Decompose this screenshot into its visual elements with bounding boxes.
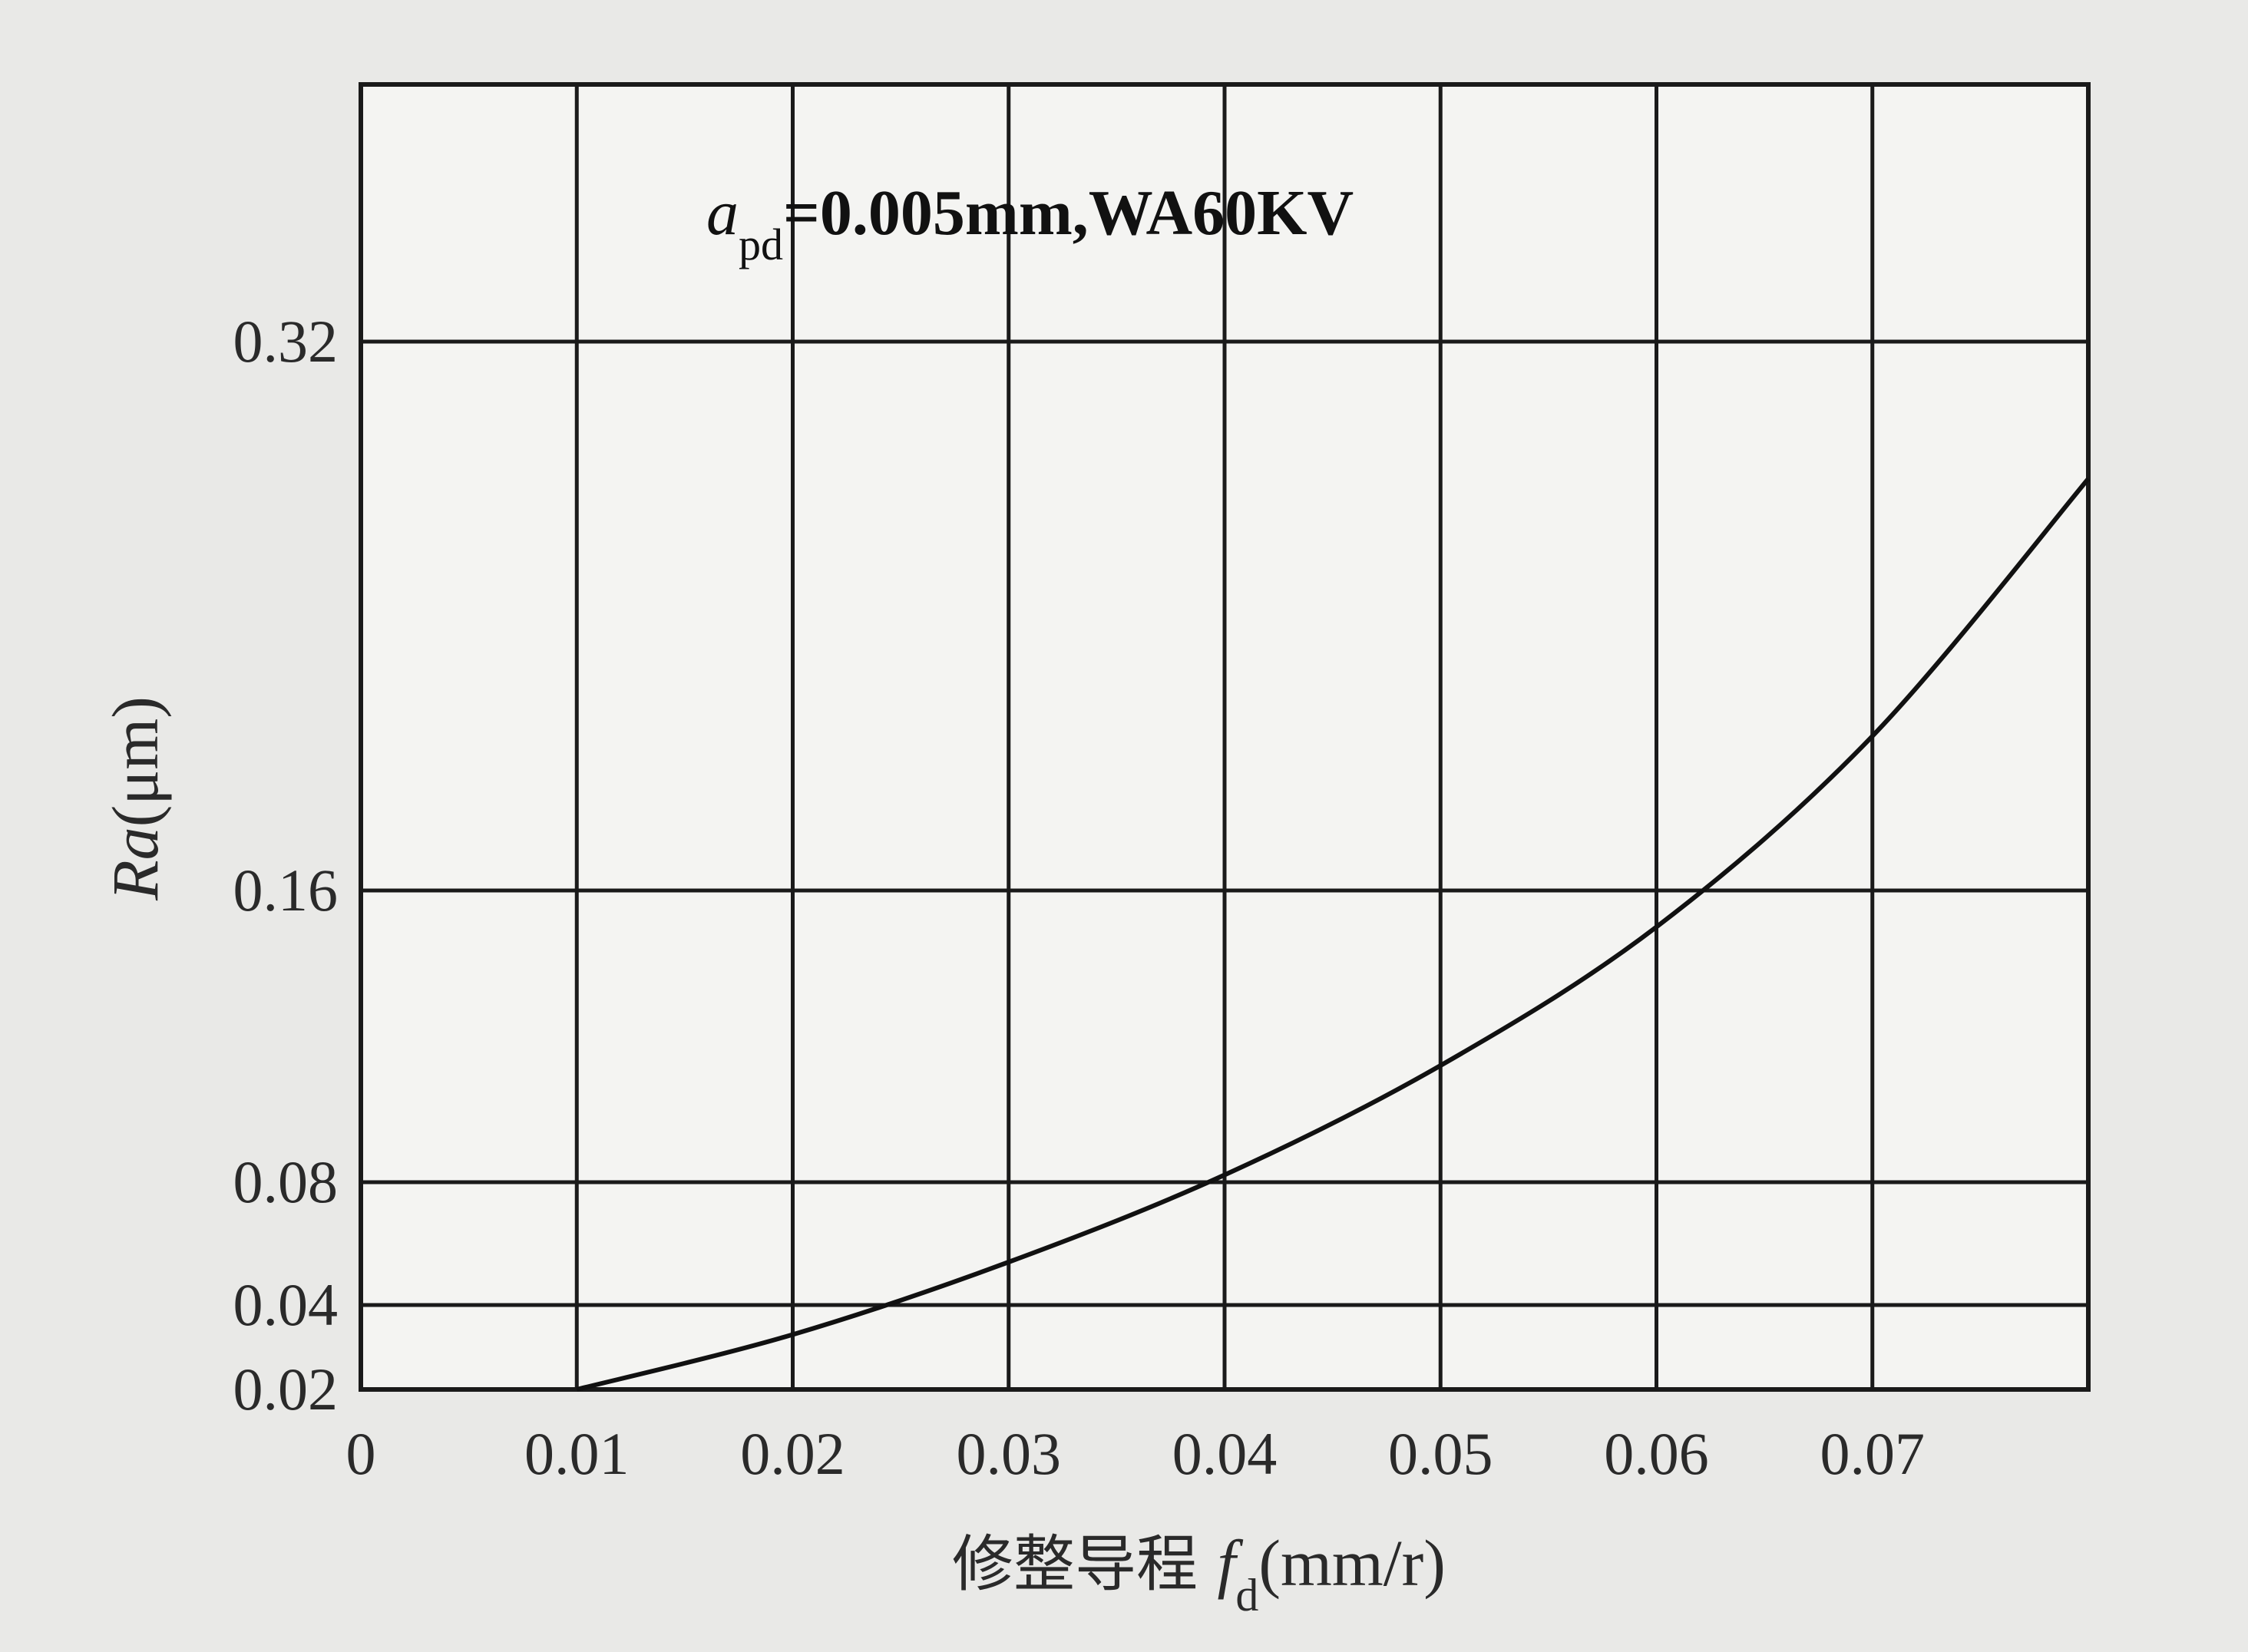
x-tick-label: 0.06 xyxy=(1604,1420,1709,1487)
x-axis-subscript: d xyxy=(1235,1570,1258,1621)
annotation-symbol: a xyxy=(706,177,739,249)
data-series-line xyxy=(576,477,2091,1392)
y-tick-labels: 0.02 0.04 0.08 0.16 0.32 xyxy=(233,308,339,1422)
x-tick-label: 0.01 xyxy=(524,1420,630,1487)
x-tick-label: 0.04 xyxy=(1172,1420,1278,1487)
annotation-text: =0.005mm,WA60KV xyxy=(783,177,1354,249)
annotation-label: apd=0.005mm,WA60KV xyxy=(706,177,1354,269)
annotation-subscript: pd xyxy=(739,220,783,269)
y-gridlines xyxy=(361,339,2088,1392)
y-axis-title: Ra(μm) xyxy=(98,696,172,901)
x-axis-title: 修整导程 fd(mm/r) xyxy=(952,1526,1446,1621)
x-tick-label: 0.05 xyxy=(1388,1420,1493,1487)
x-tick-label: 0.07 xyxy=(1820,1420,1926,1487)
x-tick-labels: 0 0.01 0.02 0.03 0.04 0.05 0.06 0.07 xyxy=(346,1420,1926,1487)
y-tick-label: 0.08 xyxy=(233,1148,339,1215)
x-tick-label: 0 xyxy=(346,1420,376,1487)
x-gridlines xyxy=(574,84,1875,1389)
y-tick-label: 0.32 xyxy=(233,308,339,375)
y-axis-unit: (μm) xyxy=(98,696,172,827)
x-axis-unit: (mm/r) xyxy=(1258,1526,1446,1600)
y-tick-label: 0.16 xyxy=(233,857,339,923)
y-axis-symbol: Ra xyxy=(98,827,172,901)
x-axis-title-prefix: 修整导程 xyxy=(952,1528,1217,1600)
x-tick-label: 0.02 xyxy=(740,1420,845,1487)
y-tick-label: 0.04 xyxy=(233,1271,339,1338)
y-tick-label: 0.02 xyxy=(233,1356,339,1422)
x-tick-label: 0.03 xyxy=(957,1420,1062,1487)
